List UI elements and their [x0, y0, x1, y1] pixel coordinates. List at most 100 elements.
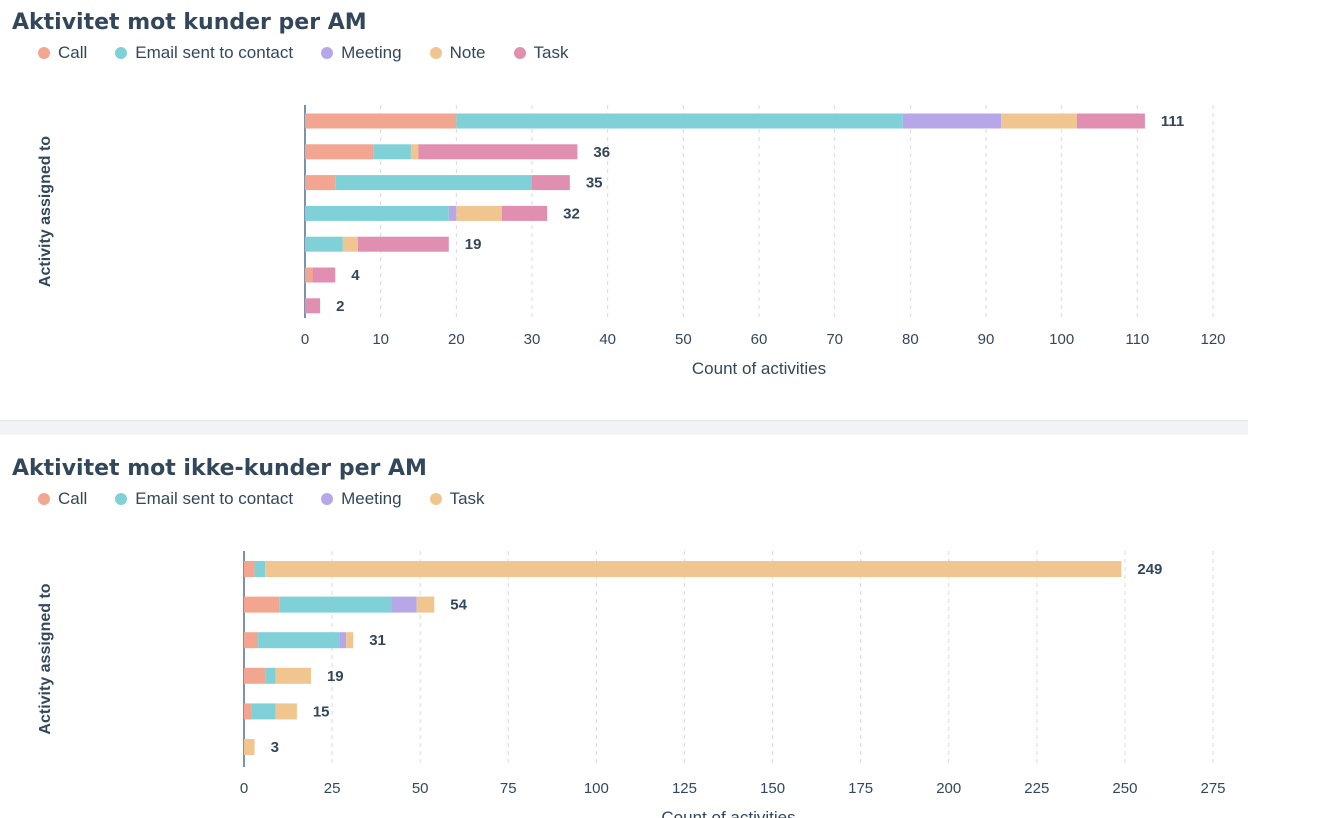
x-tick-label: 80	[902, 331, 919, 348]
bar-segment	[244, 561, 255, 577]
bar-segment	[244, 739, 255, 755]
bar-segment	[456, 113, 903, 129]
bar-segment	[244, 667, 266, 684]
bar-total-label: 31	[369, 632, 386, 649]
bar-segment	[501, 205, 548, 221]
chart-card-non-customers: Aktivitet mot ikke-kunder per AM Call Em…	[0, 446, 1248, 818]
x-tick-label: 30	[524, 331, 541, 348]
x-tick-label: 150	[760, 780, 785, 797]
legend-item-call[interactable]: Call	[38, 489, 87, 509]
legend-item-email[interactable]: Email sent to contact	[115, 489, 293, 509]
bar-segment	[902, 113, 1002, 129]
bar-total-label: 111	[1161, 113, 1184, 130]
legend-dot-icon	[115, 493, 128, 505]
legend-dot-icon	[513, 47, 526, 59]
bar-total-label: 19	[465, 236, 482, 253]
legend-item-meeting[interactable]: Meeting	[321, 489, 402, 509]
bar-segment	[305, 113, 457, 129]
bar-segment	[305, 267, 313, 283]
bar-segment	[410, 144, 419, 160]
legend-dot-icon	[321, 47, 334, 59]
bar-total-label: 19	[327, 668, 344, 685]
chart-title: Aktivitet mot ikke-kunder per AM	[12, 456, 427, 481]
x-axis-label: Count of activities	[661, 808, 795, 818]
legend-label: Meeting	[341, 489, 402, 508]
x-tick-label: 75	[500, 780, 517, 797]
bar-total-label: 54	[450, 597, 467, 614]
bar-segment	[1001, 113, 1077, 129]
bar-segment	[305, 236, 343, 252]
x-tick-label: 100	[584, 780, 609, 797]
legend-item-task[interactable]: Task	[429, 489, 485, 509]
legend-item-call[interactable]: Call	[38, 43, 87, 63]
x-tick-label: 275	[1200, 780, 1225, 797]
x-tick-label: 50	[412, 780, 429, 797]
bar-segment	[448, 205, 457, 221]
chart-legend: Call Email sent to contact Meeting Task	[38, 489, 485, 509]
x-tick-label: 10	[372, 331, 389, 348]
x-tick-label: 25	[324, 780, 341, 797]
bar-segment	[346, 632, 354, 649]
x-tick-label: 250	[1112, 780, 1137, 797]
bar-segment	[373, 144, 411, 160]
x-tick-label: 110	[1125, 331, 1149, 348]
legend-label: Call	[58, 489, 88, 508]
bar-segment	[339, 632, 347, 649]
legend-dot-icon	[115, 47, 128, 59]
bar-total-label: 15	[313, 703, 330, 720]
bar-segment	[275, 703, 297, 720]
legend-item-email[interactable]: Email sent to contact	[115, 43, 293, 63]
bar-segment	[265, 561, 1122, 577]
bar-segment	[244, 703, 252, 720]
x-tick-label: 50	[675, 331, 692, 348]
bar-total-label: 32	[563, 205, 580, 222]
x-tick-label: 60	[751, 331, 768, 348]
bar-segment	[335, 175, 532, 191]
legend-label: Task	[533, 43, 569, 62]
bar-segment	[456, 205, 502, 221]
bar-segment	[357, 236, 449, 252]
bar-total-label: 2	[336, 298, 344, 315]
x-tick-label: 100	[1049, 331, 1074, 348]
bar-segment	[342, 236, 358, 252]
bar-segment	[1076, 113, 1145, 129]
bar-segment	[418, 144, 578, 160]
legend-label: Note	[449, 43, 486, 62]
bar-segment	[244, 596, 280, 613]
x-tick-label: 90	[978, 331, 995, 348]
legend-item-task[interactable]: Task	[513, 43, 569, 63]
bar-segment	[312, 267, 336, 283]
legend-label: Email sent to contact	[135, 43, 294, 62]
y-axis-label: Activity assigned to	[37, 583, 54, 734]
bar-segment	[305, 298, 321, 314]
bar-total-label: 36	[593, 144, 610, 161]
legend-item-note[interactable]: Note	[429, 43, 486, 63]
legend-item-meeting[interactable]: Meeting	[321, 43, 402, 63]
x-tick-label: 225	[1024, 780, 1049, 797]
x-tick-label: 40	[599, 331, 616, 348]
x-axis-label: Count of activities	[692, 359, 826, 378]
legend-dot-icon	[429, 493, 442, 505]
x-tick-label: 20	[448, 331, 465, 348]
x-tick-label: 125	[672, 780, 697, 797]
section-divider	[0, 420, 1248, 435]
x-tick-label: 0	[301, 331, 309, 348]
bar-segment	[391, 596, 417, 613]
bar-segment	[275, 667, 311, 684]
legend-label: Meeting	[341, 43, 402, 62]
bar-segment	[265, 667, 276, 684]
chart-plot-non-customers: 0 25 50 75 100 125 150 175 200 225 250 275 249 54 31 19…	[37, 551, 1226, 818]
bar-segment	[305, 144, 374, 160]
bar-total-label: 3	[271, 739, 279, 756]
x-tick-label: 70	[826, 331, 843, 348]
legend-label: Email sent to contact	[135, 489, 294, 508]
chart-plot-customers: 0 10 20 30 40 50 60 70 80 90 100 110 120 111 36 35 32 19 4…	[37, 105, 1226, 378]
bar-segment	[244, 632, 259, 649]
bar-segment	[279, 596, 392, 613]
bar-segment	[416, 596, 435, 613]
bar-total-label: 249	[1137, 561, 1162, 578]
bar-segment	[305, 205, 449, 221]
bar-segment	[254, 561, 266, 577]
legend-dot-icon	[429, 47, 442, 59]
chart-card-customers: Aktivitet mot kunder per AM Call Email s…	[0, 0, 1248, 420]
